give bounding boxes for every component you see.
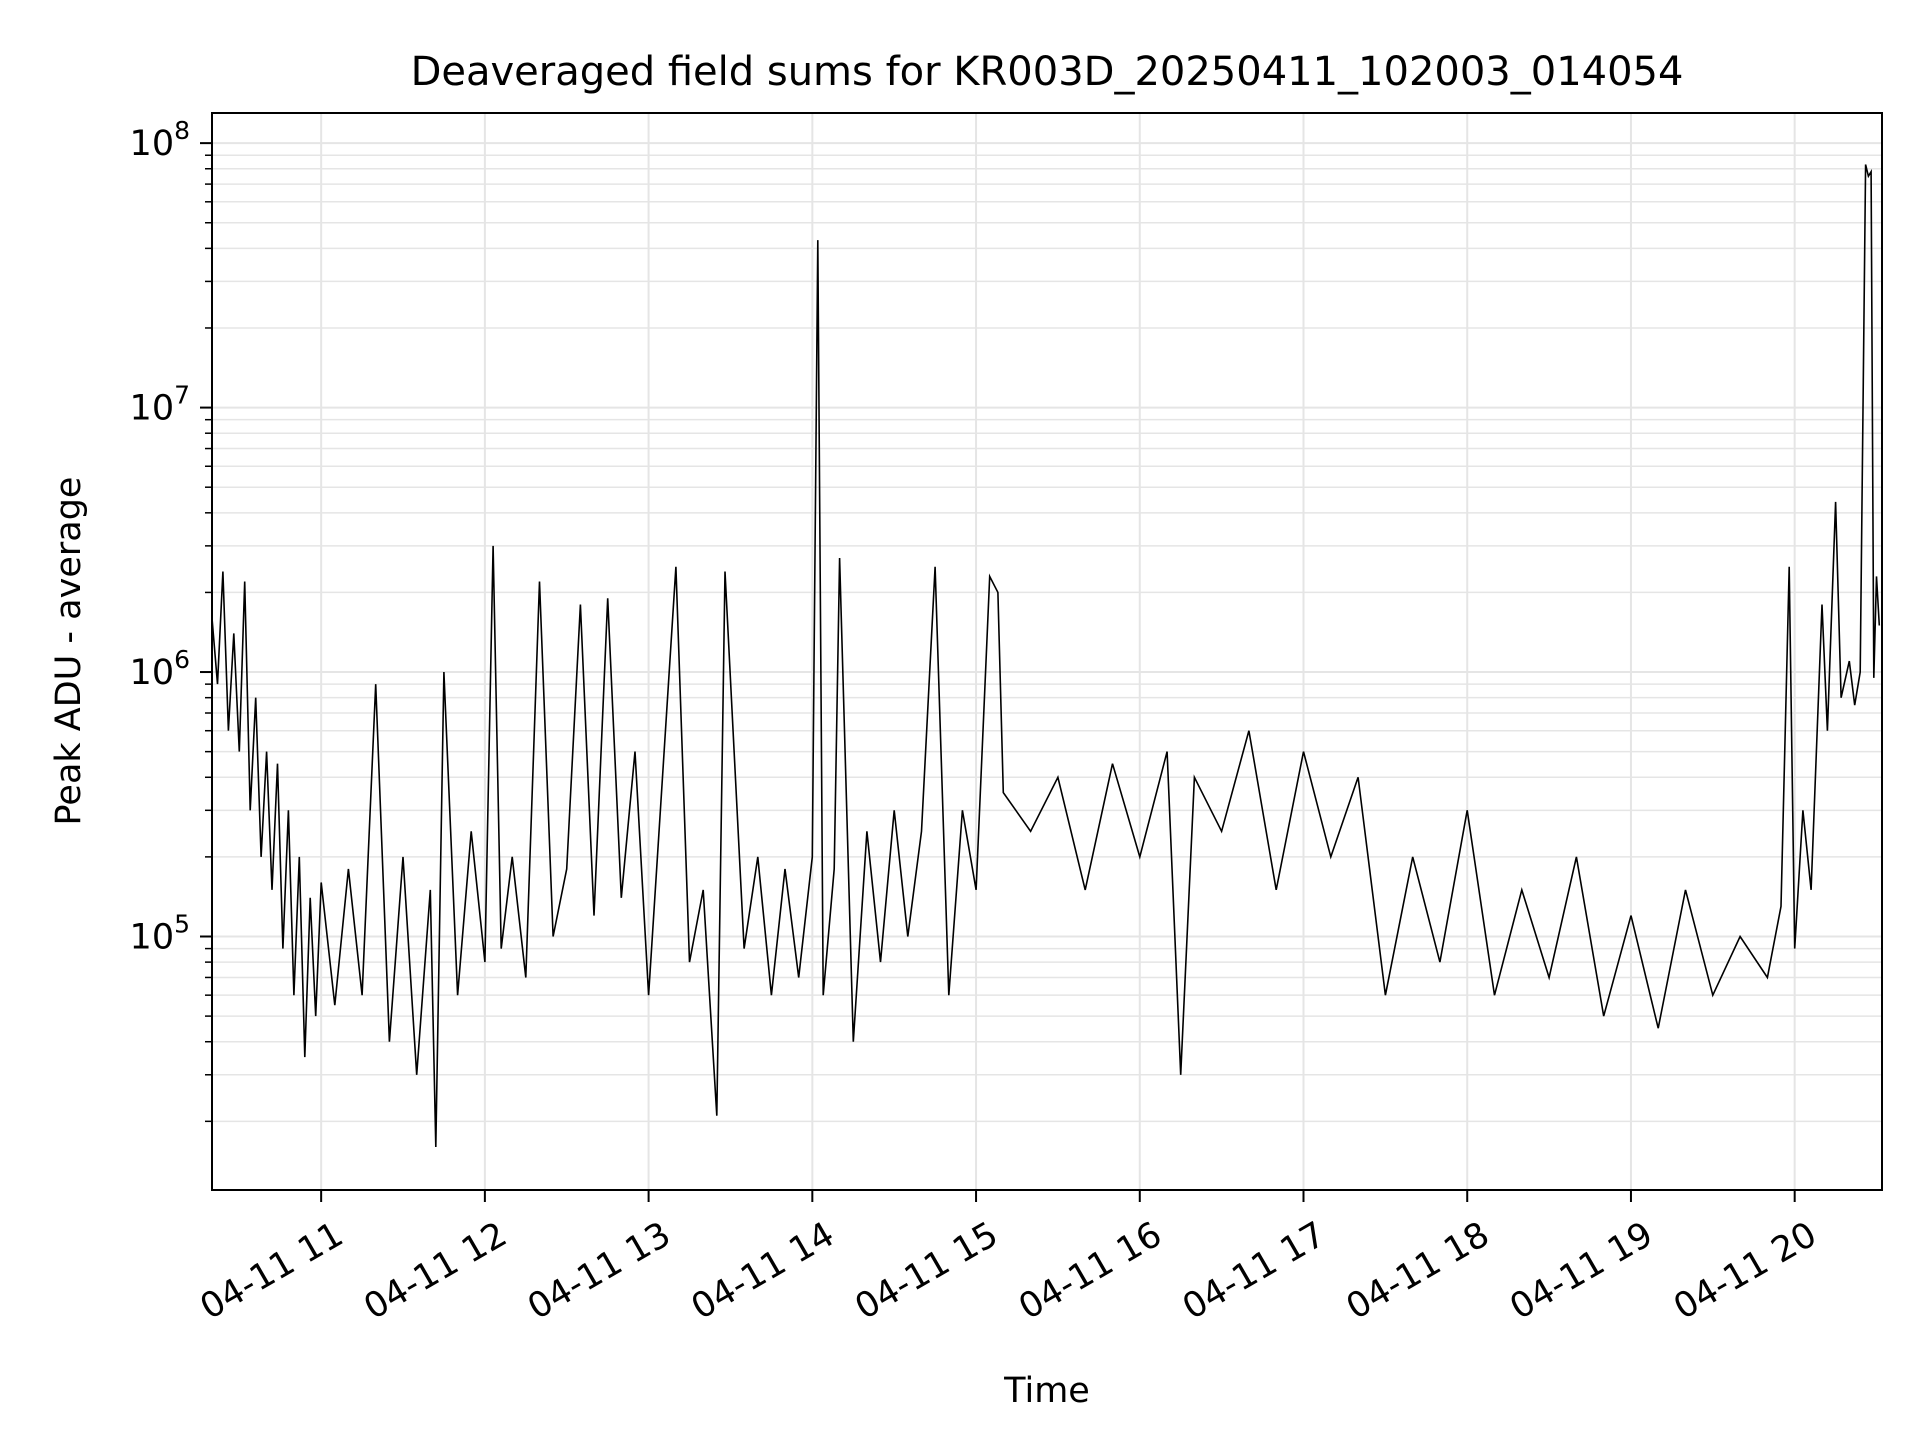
y-axis-label: Peak ADU - average [49,477,89,826]
grid-lines [212,113,1882,1190]
plot-frame [211,112,1883,1191]
y-axis: 105 106 107 108 [130,116,212,1123]
series-layer [211,164,1881,1148]
y-tick-label: 106 [130,645,190,693]
y-tick-label: 105 [130,909,190,957]
y-tick-label: 107 [130,381,190,429]
series-line-0 [211,164,1881,1148]
chart-title: Deaveraged field sums for KR003D_2025041… [411,49,1684,95]
y-tick-label: 108 [130,116,190,164]
x-axis-label: Time [1003,1371,1090,1411]
